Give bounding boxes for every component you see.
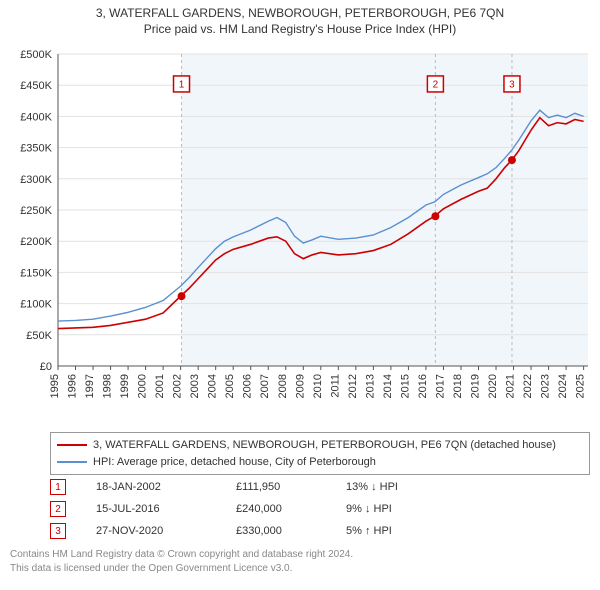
legend-label-hpi: HPI: Average price, detached house, City… — [93, 454, 376, 471]
marker-price-2: £240,000 — [236, 503, 346, 515]
marker-pct-1: 13% ↓ HPI — [346, 481, 466, 493]
legend-swatch-hpi — [57, 461, 87, 463]
svg-text:2003: 2003 — [189, 374, 201, 398]
svg-text:2023: 2023 — [540, 374, 552, 398]
svg-text:2002: 2002 — [172, 374, 184, 398]
svg-text:2010: 2010 — [312, 374, 324, 398]
legend-item-hpi: HPI: Average price, detached house, City… — [57, 454, 583, 471]
marker-date-3: 27-NOV-2020 — [96, 525, 236, 537]
svg-text:2014: 2014 — [382, 374, 394, 398]
legend-item-subject: 3, WATERFALL GARDENS, NEWBOROUGH, PETERB… — [57, 437, 583, 454]
svg-text:2000: 2000 — [137, 374, 149, 398]
chart-svg: £0 £50K £100K £150K £200K £250K £300K £350K £400… — [10, 50, 590, 426]
marker-row-3: 3 27-NOV-2020 £330,000 5% ↑ HPI — [50, 520, 590, 542]
svg-text:£50K: £50K — [26, 330, 52, 342]
price-chart: £0 £50K £100K £150K £200K £250K £300K £350K £400… — [10, 50, 590, 426]
marker-box-2: 2 — [50, 501, 66, 517]
svg-text:2024: 2024 — [557, 374, 569, 398]
footer-line-1: Contains HM Land Registry data © Crown c… — [10, 548, 590, 562]
svg-text:2022: 2022 — [522, 374, 534, 398]
svg-text:3: 3 — [509, 80, 515, 91]
svg-text:2005: 2005 — [224, 374, 236, 398]
title-line-1: 3, WATERFALL GARDENS, NEWBOROUGH, PETERB… — [0, 6, 600, 20]
svg-text:1998: 1998 — [102, 374, 114, 398]
svg-text:2019: 2019 — [469, 374, 481, 398]
footer: Contains HM Land Registry data © Crown c… — [10, 548, 590, 576]
svg-text:£400K: £400K — [20, 111, 52, 123]
svg-text:2: 2 — [433, 80, 439, 91]
svg-text:2013: 2013 — [364, 374, 376, 398]
legend-box: 3, WATERFALL GARDENS, NEWBOROUGH, PETERB… — [50, 432, 590, 475]
marker-price-3: £330,000 — [236, 525, 346, 537]
svg-text:£300K: £300K — [20, 174, 52, 186]
marker-pct-2: 9% ↓ HPI — [346, 503, 466, 515]
svg-text:1999: 1999 — [119, 374, 131, 398]
svg-text:2018: 2018 — [452, 374, 464, 398]
legend-swatch-subject — [57, 444, 87, 446]
svg-text:2020: 2020 — [487, 374, 499, 398]
svg-text:2008: 2008 — [277, 374, 289, 398]
svg-text:£450K: £450K — [20, 80, 52, 92]
marker-box-3: 3 — [50, 523, 66, 539]
svg-text:1995: 1995 — [49, 374, 61, 398]
marker-row-1: 1 18-JAN-2002 £111,950 13% ↓ HPI — [50, 476, 590, 498]
marker-price-1: £111,950 — [236, 481, 346, 493]
svg-text:1997: 1997 — [84, 374, 96, 398]
svg-text:2015: 2015 — [399, 374, 411, 398]
svg-text:2006: 2006 — [242, 374, 254, 398]
svg-text:£350K: £350K — [20, 143, 52, 155]
marker-pct-3: 5% ↑ HPI — [346, 525, 466, 537]
svg-text:2021: 2021 — [505, 374, 517, 398]
footer-line-2: This data is licensed under the Open Gov… — [10, 562, 590, 576]
svg-text:2011: 2011 — [329, 374, 341, 398]
marker-row-2: 2 15-JUL-2016 £240,000 9% ↓ HPI — [50, 498, 590, 520]
svg-text:£0: £0 — [40, 361, 52, 373]
svg-text:1996: 1996 — [67, 374, 79, 398]
title-line-2: Price paid vs. HM Land Registry's House … — [0, 22, 600, 36]
legend-label-subject: 3, WATERFALL GARDENS, NEWBOROUGH, PETERB… — [93, 437, 556, 454]
marker-table: 1 18-JAN-2002 £111,950 13% ↓ HPI 2 15-JU… — [50, 476, 590, 542]
marker-box-1: 1 — [50, 479, 66, 495]
svg-text:2025: 2025 — [575, 374, 587, 398]
svg-text:£250K: £250K — [20, 205, 52, 217]
svg-text:2007: 2007 — [259, 374, 271, 398]
svg-text:1: 1 — [179, 80, 185, 91]
marker-date-2: 15-JUL-2016 — [96, 503, 236, 515]
svg-text:£500K: £500K — [20, 50, 52, 61]
svg-text:£100K: £100K — [20, 299, 52, 311]
svg-text:2016: 2016 — [417, 374, 429, 398]
marker-date-1: 18-JAN-2002 — [96, 481, 236, 493]
svg-text:£150K: £150K — [20, 267, 52, 279]
svg-text:2012: 2012 — [347, 374, 359, 398]
svg-text:2004: 2004 — [207, 374, 219, 398]
svg-text:2017: 2017 — [434, 374, 446, 398]
svg-text:£200K: £200K — [20, 236, 52, 248]
svg-text:2009: 2009 — [294, 374, 306, 398]
svg-text:2001: 2001 — [154, 374, 166, 398]
